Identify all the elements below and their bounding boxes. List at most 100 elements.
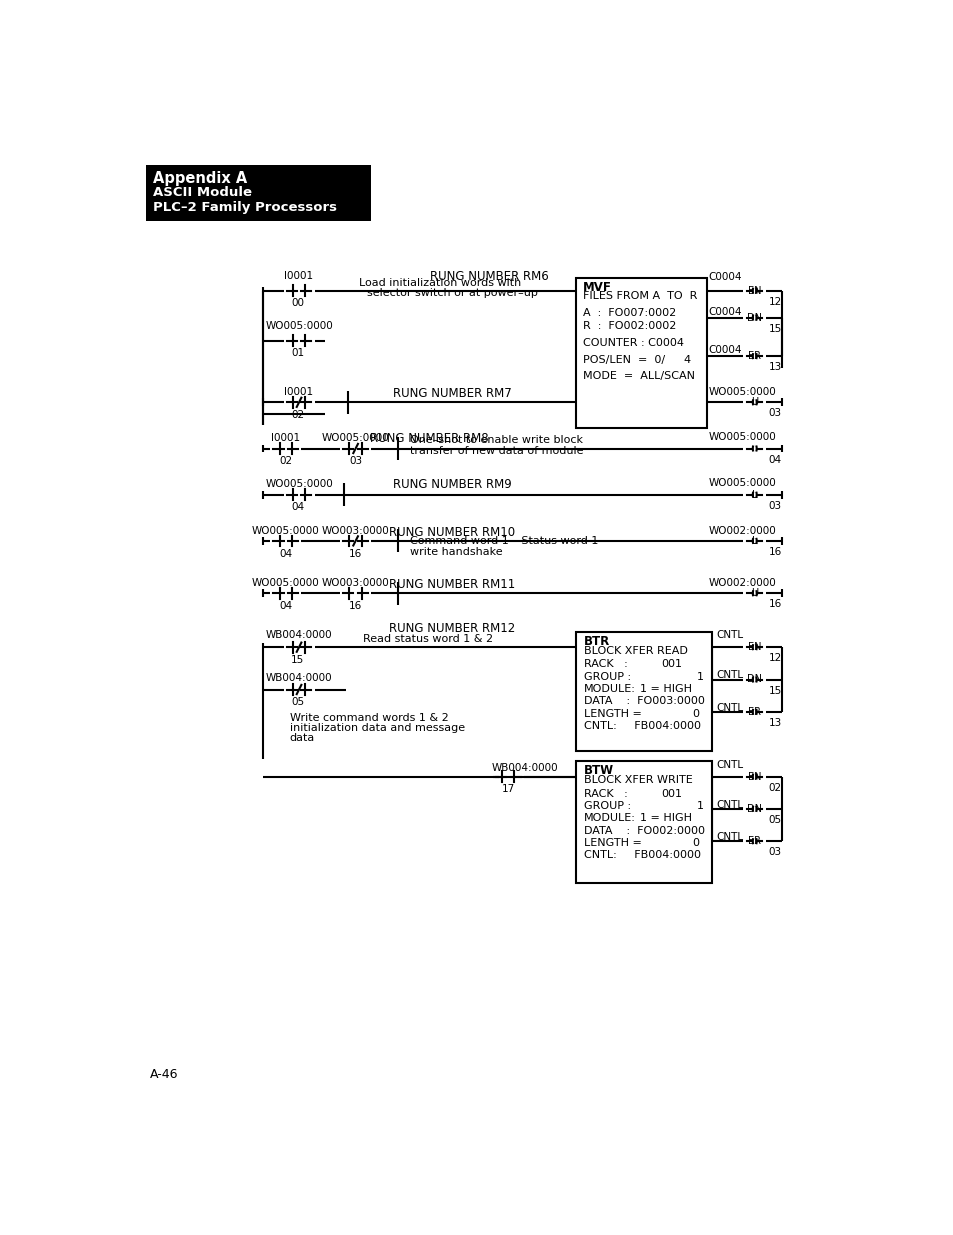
Text: WO005:0000: WO005:0000 xyxy=(707,431,775,442)
Text: WO002:0000: WO002:0000 xyxy=(707,526,775,536)
Text: EN: EN xyxy=(747,285,760,295)
Text: ER: ER xyxy=(747,836,760,846)
Text: 16: 16 xyxy=(768,599,781,609)
Text: MODULE:: MODULE: xyxy=(583,814,636,824)
Text: initialization data and message: initialization data and message xyxy=(290,722,464,732)
Text: GROUP :: GROUP : xyxy=(583,802,631,811)
Text: I0001: I0001 xyxy=(284,272,314,282)
Text: One–shot to enable write block: One–shot to enable write block xyxy=(410,436,582,446)
Text: LENGTH =: LENGTH = xyxy=(583,839,641,848)
Bar xyxy=(576,278,706,427)
Text: A  :  FO007:0002: A : FO007:0002 xyxy=(582,309,676,319)
Text: WO005:0000: WO005:0000 xyxy=(265,479,333,489)
Text: MODE  =  ALL/SCAN: MODE = ALL/SCAN xyxy=(582,372,694,382)
Text: CNTL: CNTL xyxy=(716,799,742,810)
Text: C0004: C0004 xyxy=(707,306,741,317)
Text: Load initialization words with: Load initialization words with xyxy=(359,278,521,288)
Text: DN: DN xyxy=(746,312,761,322)
Text: RUNG NUMBER RM11: RUNG NUMBER RM11 xyxy=(389,578,515,590)
Text: selector switch or at power–up: selector switch or at power–up xyxy=(367,288,537,299)
Text: WB004:0000: WB004:0000 xyxy=(266,673,332,683)
Text: WO005:0000: WO005:0000 xyxy=(265,321,333,331)
Text: WO005:0000: WO005:0000 xyxy=(252,526,319,536)
Text: R  :  FO002:0002: R : FO002:0002 xyxy=(582,321,676,331)
Text: C0004: C0004 xyxy=(707,272,741,282)
Text: I0001: I0001 xyxy=(284,387,314,396)
Text: 03: 03 xyxy=(768,501,781,511)
Bar xyxy=(576,761,711,883)
Text: 16: 16 xyxy=(349,548,362,558)
Text: 03: 03 xyxy=(768,409,781,419)
Text: WO005:0000: WO005:0000 xyxy=(707,387,775,396)
Text: U: U xyxy=(750,398,758,408)
Text: 00: 00 xyxy=(291,299,304,309)
Text: WO005:0000: WO005:0000 xyxy=(321,433,389,443)
Text: 04: 04 xyxy=(768,454,781,464)
Text: DATA    :  FO002:0000: DATA : FO002:0000 xyxy=(583,826,704,836)
Text: COUNTER : C0004: COUNTER : C0004 xyxy=(582,337,683,347)
Text: CNTL: CNTL xyxy=(716,671,742,680)
Text: RUNG NUMBER RM8: RUNG NUMBER RM8 xyxy=(370,431,488,445)
Text: CNTL:     FB004:0000: CNTL: FB004:0000 xyxy=(583,721,700,731)
Text: LENGTH =: LENGTH = xyxy=(583,709,641,719)
Text: 04: 04 xyxy=(279,601,293,611)
Text: CNTL:     FB004:0000: CNTL: FB004:0000 xyxy=(583,851,700,861)
Text: A-46: A-46 xyxy=(150,1068,178,1082)
Text: RUNG NUMBER RM7: RUNG NUMBER RM7 xyxy=(393,387,512,400)
Text: 1: 1 xyxy=(696,802,703,811)
Text: ER: ER xyxy=(747,351,760,361)
Text: U: U xyxy=(750,588,758,598)
Text: RUNG NUMBER RM12: RUNG NUMBER RM12 xyxy=(389,621,515,635)
Text: 0: 0 xyxy=(692,709,699,719)
Text: BTR: BTR xyxy=(583,635,610,648)
Text: WB004:0000: WB004:0000 xyxy=(266,630,332,640)
Text: 03: 03 xyxy=(768,847,781,857)
Text: 03: 03 xyxy=(349,456,362,466)
Text: L: L xyxy=(751,536,757,546)
Text: 17: 17 xyxy=(501,784,515,794)
Text: 12: 12 xyxy=(768,296,781,306)
Text: Command word 1 – Status word 1: Command word 1 – Status word 1 xyxy=(410,536,598,546)
Text: WO003:0000: WO003:0000 xyxy=(321,526,389,536)
Text: I0001: I0001 xyxy=(271,433,300,443)
Text: CNTL: CNTL xyxy=(716,760,742,769)
Text: data: data xyxy=(290,732,314,742)
Text: WB004:0000: WB004:0000 xyxy=(491,763,558,773)
Text: 13: 13 xyxy=(768,362,781,372)
Text: 05: 05 xyxy=(291,698,304,708)
Text: transfer of new data of module: transfer of new data of module xyxy=(410,446,583,456)
Text: 0: 0 xyxy=(692,839,699,848)
Text: RUNG NUMBER RM9: RUNG NUMBER RM9 xyxy=(393,478,512,490)
Text: WO005:0000: WO005:0000 xyxy=(707,478,775,488)
Text: DATA    :  FO003:0000: DATA : FO003:0000 xyxy=(583,697,704,706)
Text: Write command words 1 & 2: Write command words 1 & 2 xyxy=(290,713,448,722)
Text: ASCII Module: ASCII Module xyxy=(152,186,252,199)
Text: CNTL: CNTL xyxy=(716,703,742,713)
Text: BTW: BTW xyxy=(583,764,614,777)
Text: 16: 16 xyxy=(768,547,781,557)
Text: 15: 15 xyxy=(291,655,304,664)
Text: 02: 02 xyxy=(291,410,304,420)
Text: 15: 15 xyxy=(768,685,781,695)
Text: BLOCK XFER WRITE: BLOCK XFER WRITE xyxy=(583,776,692,785)
Text: RUNG NUMBER RM10: RUNG NUMBER RM10 xyxy=(389,526,515,538)
Bar xyxy=(576,632,711,751)
Text: 12: 12 xyxy=(768,653,781,663)
Text: 02: 02 xyxy=(768,783,781,793)
Text: POS/LEN  =  0/: POS/LEN = 0/ xyxy=(582,354,664,364)
Text: 1 = HIGH: 1 = HIGH xyxy=(639,684,691,694)
Text: 4: 4 xyxy=(682,354,690,364)
Text: 04: 04 xyxy=(279,548,293,558)
Text: Read status word 1 & 2: Read status word 1 & 2 xyxy=(363,634,493,645)
Text: RUNG NUMBER RM6: RUNG NUMBER RM6 xyxy=(429,270,548,283)
Text: WO005:0000: WO005:0000 xyxy=(252,578,319,588)
Text: FILES FROM A  TO  R: FILES FROM A TO R xyxy=(582,291,697,301)
Text: 04: 04 xyxy=(291,503,304,513)
Text: RACK   :: RACK : xyxy=(583,659,627,669)
Text: WO002:0000: WO002:0000 xyxy=(707,578,775,588)
Text: PLC–2 Family Processors: PLC–2 Family Processors xyxy=(152,201,336,215)
Text: ER: ER xyxy=(747,706,760,716)
Text: 13: 13 xyxy=(768,718,781,727)
Text: BLOCK XFER READ: BLOCK XFER READ xyxy=(583,646,687,656)
Text: 001: 001 xyxy=(661,789,682,799)
